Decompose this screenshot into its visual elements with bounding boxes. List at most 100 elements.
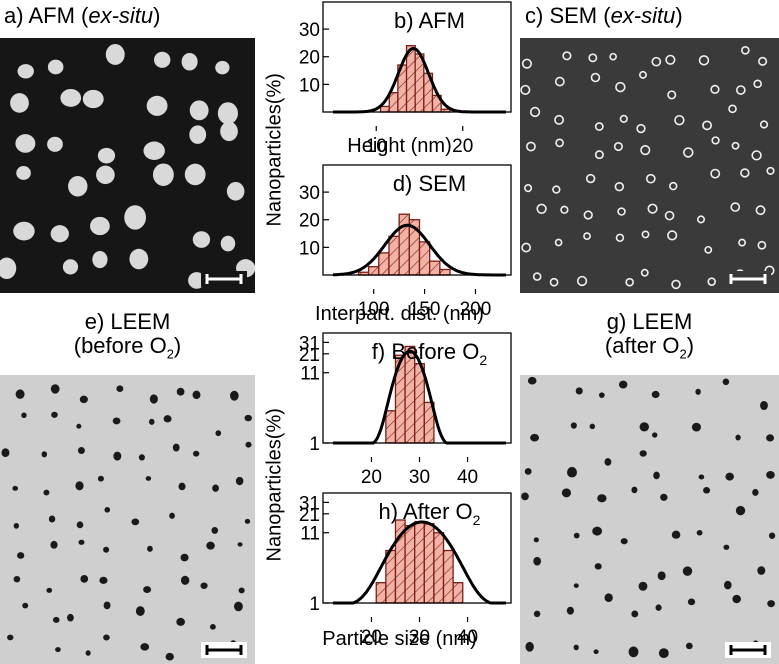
particle — [674, 114, 685, 126]
image-background — [0, 375, 255, 664]
bar-b-4 — [414, 53, 425, 113]
particle — [628, 646, 639, 658]
particle — [148, 418, 155, 425]
particle — [90, 216, 110, 236]
particle — [140, 643, 150, 651]
particle — [604, 458, 612, 466]
particle — [735, 434, 741, 441]
particle — [525, 641, 534, 652]
particle — [215, 430, 222, 437]
particle — [189, 100, 209, 121]
bar-h-0 — [375, 582, 387, 604]
particle — [47, 59, 64, 75]
x-axis-label-h: Particle size (nm) — [322, 628, 476, 650]
particle — [13, 522, 19, 529]
histogram-b: 10 20 30 10 20 b) AFM Height (nm) — [299, 1, 512, 157]
y-tick-label-h-0: 1 — [309, 594, 320, 615]
particle — [617, 207, 626, 216]
particle — [131, 518, 140, 526]
particle — [653, 471, 660, 480]
particle — [244, 518, 251, 524]
y-tick-label-d-1: 20 — [299, 211, 320, 232]
particle — [561, 488, 572, 498]
bar-b-3 — [405, 45, 416, 113]
particle — [730, 202, 741, 212]
particle — [768, 532, 776, 540]
particle — [613, 141, 623, 152]
particle — [759, 120, 769, 129]
particle — [549, 277, 559, 287]
particle — [51, 411, 58, 418]
particle — [7, 634, 14, 641]
particle — [178, 482, 186, 491]
particle — [652, 432, 658, 438]
particle — [220, 235, 236, 252]
particle — [154, 51, 171, 68]
y-tick-label-d-0: 10 — [299, 238, 320, 259]
particle — [696, 529, 703, 536]
particle — [50, 540, 58, 549]
particle — [526, 141, 536, 152]
particle — [735, 505, 746, 516]
particle — [244, 414, 252, 422]
particle — [146, 95, 168, 116]
particle — [50, 225, 69, 243]
particle — [116, 385, 124, 393]
particle — [533, 556, 542, 566]
particle — [740, 168, 750, 178]
particle — [43, 489, 50, 496]
particle — [555, 138, 564, 148]
particle — [722, 378, 730, 386]
particle — [665, 54, 676, 65]
particle — [598, 392, 605, 398]
y-tick-label-h-2: 21 — [299, 505, 320, 526]
particle — [758, 56, 768, 66]
particle — [554, 238, 563, 247]
particle — [145, 476, 152, 481]
particle — [615, 81, 626, 93]
particle — [570, 422, 577, 429]
particle — [589, 423, 596, 430]
particle — [593, 649, 599, 655]
particle — [667, 230, 678, 241]
bar-d-4 — [398, 213, 410, 276]
particle — [149, 394, 158, 404]
particle — [52, 616, 60, 623]
particle — [176, 617, 185, 626]
y-tick-label-d-2: 30 — [299, 183, 320, 204]
particle — [215, 60, 230, 75]
particle — [618, 380, 628, 389]
particle — [0, 257, 17, 280]
particle — [631, 486, 638, 494]
particle — [530, 433, 540, 442]
particle — [767, 600, 775, 608]
afm-image — [0, 38, 255, 293]
particle — [135, 606, 145, 616]
particle — [594, 122, 604, 131]
particle — [75, 481, 84, 491]
particle — [521, 242, 532, 253]
y-tick-label-b-0: 10 — [299, 75, 320, 96]
x-tick-label-b-0: 10 — [366, 136, 387, 157]
particle — [163, 415, 172, 423]
particle — [760, 400, 768, 411]
particle — [667, 90, 677, 100]
particle — [143, 141, 165, 160]
leem-after-image — [520, 375, 779, 664]
particle — [22, 602, 29, 609]
particle — [590, 72, 601, 83]
particle — [13, 221, 35, 241]
particle — [165, 652, 174, 661]
particle — [533, 537, 539, 543]
particle — [723, 544, 730, 550]
panel-label-a: a) AFM (ex-situ) — [4, 3, 161, 28]
x-tick-label-d-2: 200 — [460, 299, 492, 320]
particle — [80, 574, 89, 583]
particle — [47, 136, 63, 152]
particle — [651, 390, 660, 399]
bar-h-5 — [423, 523, 435, 604]
particle — [97, 475, 104, 482]
particle — [524, 184, 533, 193]
x-tick-label-b-1: 20 — [452, 136, 473, 157]
